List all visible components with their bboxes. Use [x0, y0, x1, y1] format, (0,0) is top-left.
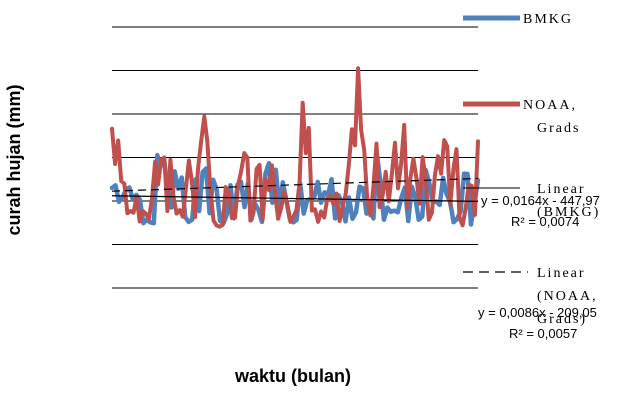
- trendline-bmkg: [111, 195, 479, 202]
- trend-r2-bmkg: R² = 0,0074: [511, 214, 579, 229]
- legend-label-linear-bmkg-line1: Linear: [537, 182, 586, 197]
- legend-label-linear-noaa-line2: (NOAA,: [537, 289, 598, 304]
- trendline-equations: y = 0,0164x - 447,97 R² = 0,0074 y = 0,0…: [478, 193, 600, 341]
- legend: BMKG NOAA, Grads Linear (BMKG) Linear (N…: [463, 12, 600, 327]
- trend-layer: [111, 177, 479, 202]
- trendline-noaa: [111, 177, 479, 192]
- legend-label-linear-noaa-line1: Linear: [537, 266, 586, 281]
- trend-r2-noaa: R² = 0,0057: [509, 326, 577, 341]
- legend-label-noaa-line2: Grads: [537, 121, 580, 136]
- x-axis-title: waktu (bulan): [234, 366, 351, 386]
- legend-label-linear-noaa-line3: Grads): [537, 312, 587, 327]
- legend-label-bmkg: BMKG: [523, 12, 573, 27]
- legend-label-noaa-line1: NOAA,: [523, 98, 577, 113]
- y-axis-title: curah hujan (mm): [4, 84, 24, 235]
- series-line-noaa: [110, 66, 480, 229]
- series-layer: [109, 66, 481, 229]
- trend-equation-noaa: y = 0,0086x - 209,05: [478, 305, 597, 320]
- trend-equation-bmkg: y = 0,0164x - 447,97: [481, 193, 600, 208]
- legend-label-linear-bmkg-line2: (BMKG): [537, 205, 600, 220]
